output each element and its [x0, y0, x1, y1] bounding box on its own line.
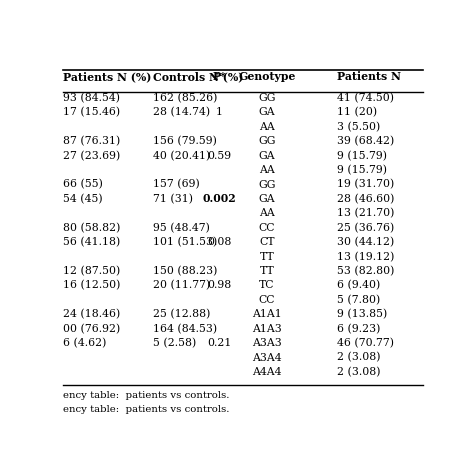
Text: 28 (14.74): 28 (14.74)	[153, 107, 210, 118]
Text: 11 (20): 11 (20)	[337, 107, 377, 118]
Text: 164 (84.53): 164 (84.53)	[153, 324, 217, 334]
Text: 27 (23.69): 27 (23.69)	[63, 151, 120, 161]
Text: 9 (15.79): 9 (15.79)	[337, 151, 387, 161]
Text: 6 (9.40): 6 (9.40)	[337, 280, 380, 291]
Text: 3 (5.50): 3 (5.50)	[337, 122, 380, 132]
Text: 9 (13.85): 9 (13.85)	[337, 309, 387, 319]
Text: 13 (21.70): 13 (21.70)	[337, 208, 394, 219]
Text: 30 (44.12): 30 (44.12)	[337, 237, 394, 247]
Text: CT: CT	[259, 237, 274, 247]
Text: CC: CC	[258, 295, 275, 305]
Text: Genotype: Genotype	[238, 72, 295, 82]
Text: 101 (51.53): 101 (51.53)	[153, 237, 217, 247]
Text: 54 (45): 54 (45)	[63, 194, 102, 204]
Text: 0.002: 0.002	[202, 193, 236, 204]
Text: 25 (12.88): 25 (12.88)	[153, 309, 210, 319]
Text: 0.59: 0.59	[207, 151, 231, 161]
Text: 71 (31): 71 (31)	[153, 194, 193, 204]
Text: 157 (69): 157 (69)	[153, 179, 200, 190]
Text: Patients N (%): Patients N (%)	[63, 72, 151, 82]
Text: 87 (76.31): 87 (76.31)	[63, 136, 120, 146]
Text: A1A3: A1A3	[252, 324, 282, 334]
Text: AA: AA	[259, 122, 274, 132]
Text: 162 (85.26): 162 (85.26)	[153, 93, 217, 103]
Text: P*: P*	[212, 72, 226, 82]
Text: 12 (87.50): 12 (87.50)	[63, 266, 120, 276]
Text: A3A4: A3A4	[252, 353, 282, 363]
Text: 9 (15.79): 9 (15.79)	[337, 165, 387, 175]
Text: 150 (88.23): 150 (88.23)	[153, 266, 217, 276]
Text: 5 (2.58): 5 (2.58)	[153, 338, 196, 348]
Text: 40 (20.41): 40 (20.41)	[153, 151, 210, 161]
Text: 156 (79.59): 156 (79.59)	[153, 136, 217, 146]
Text: 46 (70.77): 46 (70.77)	[337, 338, 393, 348]
Text: 13 (19.12): 13 (19.12)	[337, 252, 394, 262]
Text: 95 (48.47): 95 (48.47)	[153, 223, 210, 233]
Text: GA: GA	[258, 151, 275, 161]
Text: 93 (84.54): 93 (84.54)	[63, 93, 120, 103]
Text: ency table:  patients vs controls.: ency table: patients vs controls.	[63, 391, 229, 400]
Text: A4A4: A4A4	[252, 367, 282, 377]
Text: GG: GG	[258, 137, 275, 146]
Text: AA: AA	[259, 165, 274, 175]
Text: 41 (74.50): 41 (74.50)	[337, 93, 393, 103]
Text: 53 (82.80): 53 (82.80)	[337, 266, 394, 276]
Text: 2 (3.08): 2 (3.08)	[337, 352, 380, 363]
Text: 20 (11.77): 20 (11.77)	[153, 280, 210, 291]
Text: GG: GG	[258, 93, 275, 103]
Text: 66 (55): 66 (55)	[63, 179, 103, 190]
Text: 17 (15.46): 17 (15.46)	[63, 107, 120, 118]
Text: ency table:  patients vs controls.: ency table: patients vs controls.	[63, 405, 229, 414]
Text: 0.98: 0.98	[207, 281, 231, 291]
Text: TT: TT	[259, 252, 274, 262]
Text: 00 (76.92): 00 (76.92)	[63, 324, 120, 334]
Text: 5 (7.80): 5 (7.80)	[337, 295, 380, 305]
Text: A1A1: A1A1	[252, 310, 282, 319]
Text: 80 (58.82): 80 (58.82)	[63, 223, 120, 233]
Text: AA: AA	[259, 209, 274, 219]
Text: 2 (3.08): 2 (3.08)	[337, 367, 380, 377]
Text: 16 (12.50): 16 (12.50)	[63, 280, 120, 291]
Text: 24 (18.46): 24 (18.46)	[63, 309, 120, 319]
Text: Controls N (%): Controls N (%)	[153, 72, 243, 82]
Text: 19 (31.70): 19 (31.70)	[337, 179, 394, 190]
Text: GA: GA	[258, 108, 275, 118]
Text: GA: GA	[258, 194, 275, 204]
Text: GG: GG	[258, 180, 275, 190]
Text: 0.08: 0.08	[207, 237, 231, 247]
Text: 0.21: 0.21	[207, 338, 231, 348]
Text: 25 (36.76): 25 (36.76)	[337, 223, 394, 233]
Text: CC: CC	[258, 223, 275, 233]
Text: TC: TC	[259, 281, 274, 291]
Text: A3A3: A3A3	[252, 338, 282, 348]
Text: 39 (68.42): 39 (68.42)	[337, 136, 394, 146]
Text: Patients N: Patients N	[337, 72, 401, 82]
Text: TT: TT	[259, 266, 274, 276]
Text: 6 (4.62): 6 (4.62)	[63, 338, 106, 348]
Text: 56 (41.18): 56 (41.18)	[63, 237, 120, 247]
Text: 6 (9.23): 6 (9.23)	[337, 324, 380, 334]
Text: 1: 1	[216, 108, 223, 118]
Text: 28 (46.60): 28 (46.60)	[337, 194, 394, 204]
